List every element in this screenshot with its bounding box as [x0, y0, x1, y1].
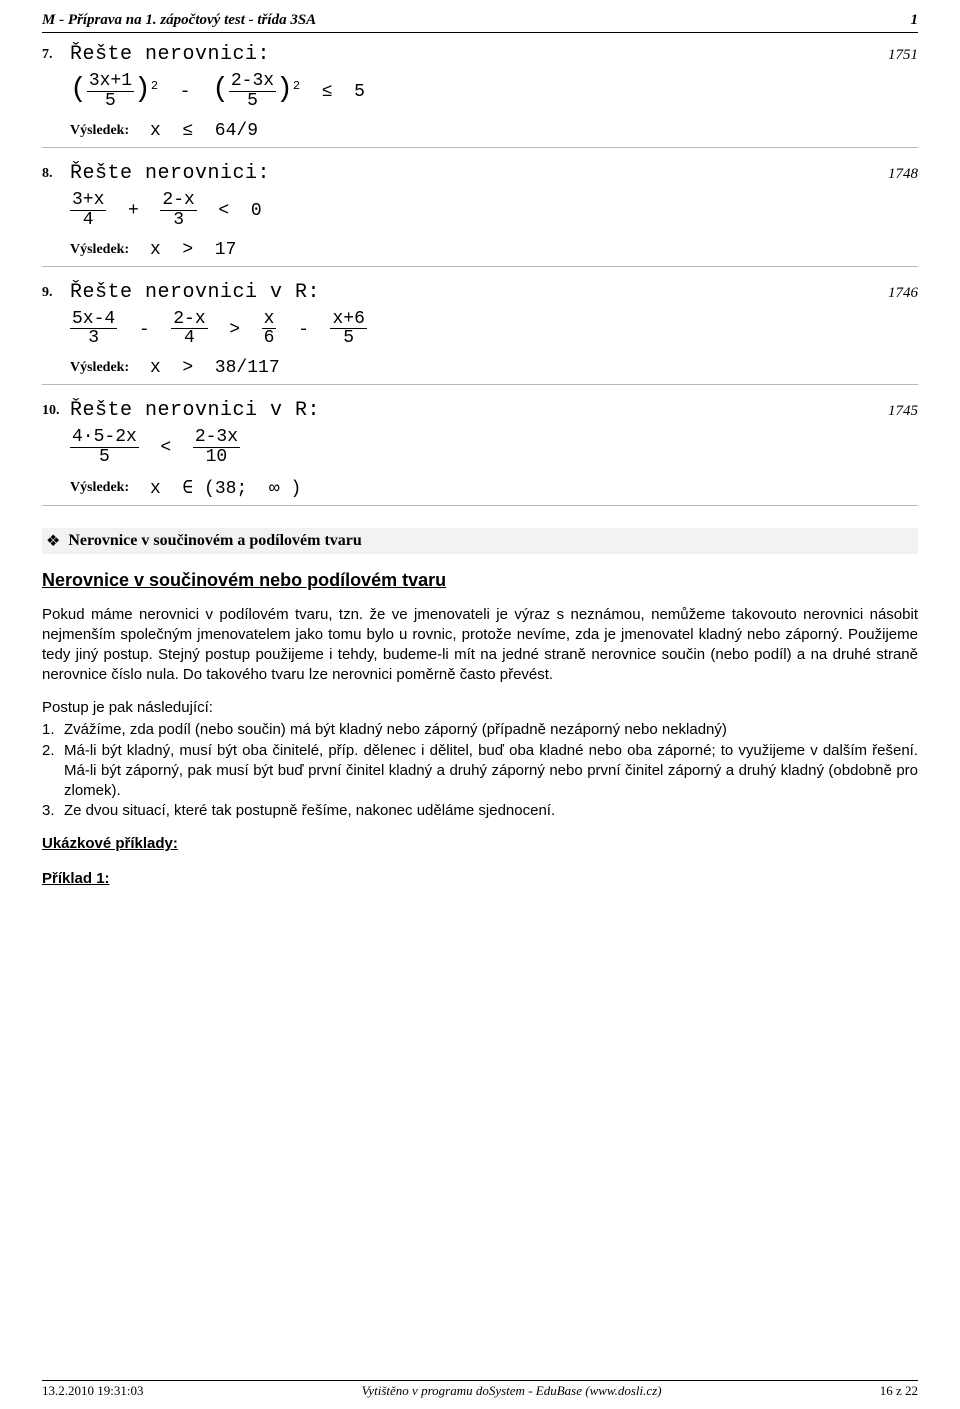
list-item: 3.Ze dvou situací, které tak postupně ře… — [42, 801, 918, 821]
problem-id: 1751 — [868, 43, 918, 64]
result-value: x ∈ (38; ∞ ) — [150, 477, 301, 499]
diamond-icon: ❖ — [46, 531, 60, 551]
problem-number: 10. — [42, 399, 70, 419]
problem: 8.Řešte nerovnici: 3+x4 + 2-x3 < 0 1748 — [42, 162, 918, 230]
divider — [42, 505, 918, 506]
result-row: Výsledek:x > 17 — [70, 240, 918, 260]
divider — [42, 266, 918, 267]
section-title: Nerovnice v součinovém a podílovém tvaru — [68, 532, 361, 550]
page-footer: 13.2.2010 19:31:03 Vytištěno v programu … — [42, 1380, 918, 1399]
list-item: 2.Má-li být kladný, musí být oba činitel… — [42, 741, 918, 800]
problem: 9.Řešte nerovnici v R: 5x-43 - 2-x4 > x6 … — [42, 281, 918, 349]
problem-title: Řešte nerovnici v R: — [70, 399, 868, 422]
steps-title: Postup je pak následující: — [42, 698, 918, 718]
problem-id: 1745 — [868, 399, 918, 420]
problem-title: Řešte nerovnici: — [70, 162, 868, 185]
problem-expression: 3+x4 + 2-x3 < 0 — [70, 191, 262, 230]
result-label: Výsledek: — [70, 480, 150, 496]
result-label: Výsledek: — [70, 123, 150, 139]
problem-expression: (3x+15)2 - (2-3x5)2 ≤ 5 — [70, 72, 365, 111]
result-row: Výsledek:x ≤ 64/9 — [70, 121, 918, 141]
section-heading: ❖ Nerovnice v součinovém a podílovém tva… — [42, 528, 918, 554]
section-paragraph: Pokud máme nerovnici v podílovém tvaru, … — [42, 605, 918, 684]
result-label: Výsledek: — [70, 360, 150, 376]
problem-expression: 5x-43 - 2-x4 > x6 - x+65 — [70, 310, 367, 349]
list-number: 2. — [42, 741, 64, 800]
problem-title: Řešte nerovnici v R: — [70, 281, 868, 304]
footer-date: 13.2.2010 19:31:03 — [42, 1383, 143, 1399]
result-row: Výsledek:x ∈ (38; ∞ ) — [70, 477, 918, 499]
problem-id: 1748 — [868, 162, 918, 183]
page-header: M - Příprava na 1. zápočtový test - tříd… — [42, 12, 918, 33]
footer-program: Vytištěno v programu doSystem - EduBase … — [362, 1383, 662, 1399]
steps-list: 1.Zvážíme, zda podíl (nebo součin) má bý… — [42, 720, 918, 821]
problem-number: 7. — [42, 43, 70, 63]
header-title: M - Příprava na 1. zápočtový test - tříd… — [42, 12, 316, 29]
header-page: 1 — [911, 12, 919, 29]
problem: 10.Řešte nerovnici v R: 4·5-2x5 < 2-3x10 1… — [42, 399, 918, 467]
list-item: 1.Zvážíme, zda podíl (nebo součin) má bý… — [42, 720, 918, 740]
list-number: 3. — [42, 801, 64, 821]
problem-number: 8. — [42, 162, 70, 182]
result-value: x > 17 — [150, 240, 236, 260]
divider — [42, 147, 918, 148]
examples-title: Ukázkové příklady: — [42, 835, 918, 852]
list-text: Ze dvou situací, které tak postupně řeší… — [64, 801, 918, 821]
problem-number: 9. — [42, 281, 70, 301]
section-subtitle: Nerovnice v součinovém nebo podílovém tv… — [42, 570, 918, 591]
problem: 7.Řešte nerovnici: (3x+15)2 - (2-3x5)2 ≤ … — [42, 43, 918, 111]
problem-title: Řešte nerovnici: — [70, 43, 868, 66]
footer-pagecount: 16 z 22 — [880, 1383, 918, 1399]
result-label: Výsledek: — [70, 242, 150, 258]
list-text: Zvážíme, zda podíl (nebo součin) má být … — [64, 720, 918, 740]
problem-id: 1746 — [868, 281, 918, 302]
result-value: x > 38/117 — [150, 358, 280, 378]
list-number: 1. — [42, 720, 64, 740]
list-text: Má-li být kladný, musí být oba činitelé,… — [64, 741, 918, 800]
divider — [42, 384, 918, 385]
result-value: x ≤ 64/9 — [150, 121, 258, 141]
result-row: Výsledek:x > 38/117 — [70, 358, 918, 378]
problem-expression: 4·5-2x5 < 2-3x10 — [70, 428, 240, 467]
example-1-title: Příklad 1: — [42, 870, 918, 887]
